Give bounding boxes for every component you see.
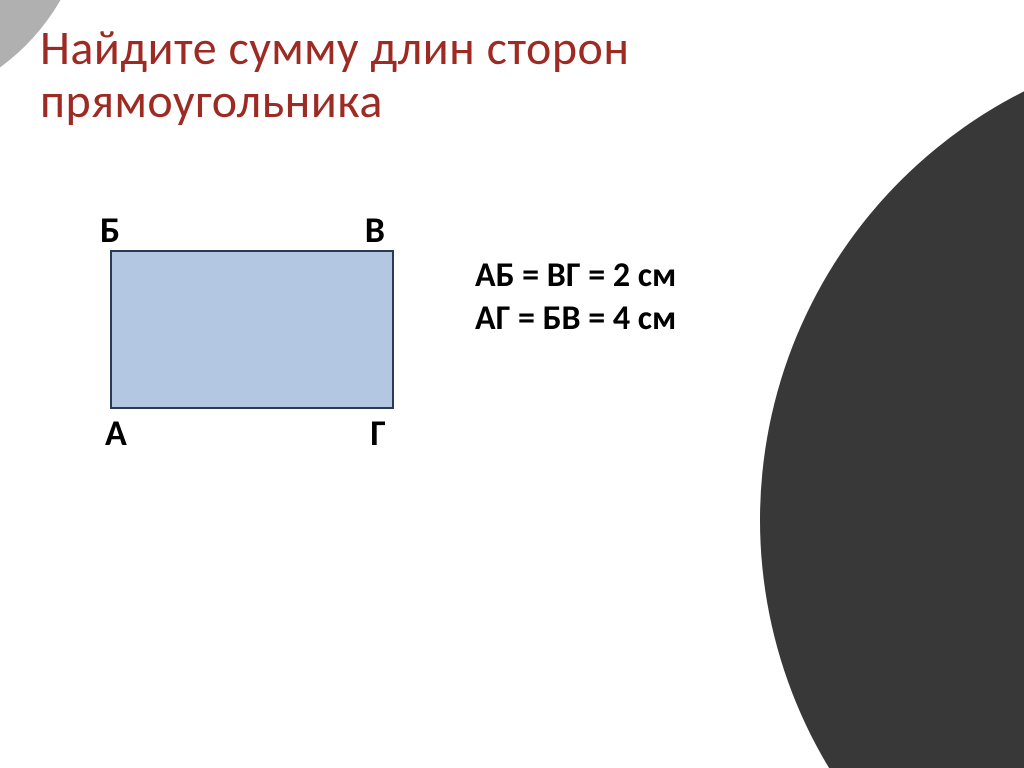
vertex-label-top-left: Б [100, 208, 120, 252]
dimension-line-1: АБ = ВГ = 2 см [475, 255, 676, 298]
vertex-label-top-right: В [365, 208, 385, 252]
dimension-line-2: АГ = БВ = 4 см [475, 298, 676, 341]
slide: Найдите сумму длин сторон прямоугольника… [0, 0, 1024, 768]
slide-title: Найдите сумму длин сторон прямоугольника [40, 22, 860, 128]
vertex-label-bottom-left: А [105, 411, 127, 455]
vertex-label-bottom-right: Г [370, 411, 386, 455]
rectangle-diagram: Б В А Г [110, 250, 390, 405]
rectangle-shape [110, 250, 394, 409]
bg-circle-right [760, 40, 1024, 768]
dimensions-text: АБ = ВГ = 2 см АГ = БВ = 4 см [475, 255, 676, 340]
